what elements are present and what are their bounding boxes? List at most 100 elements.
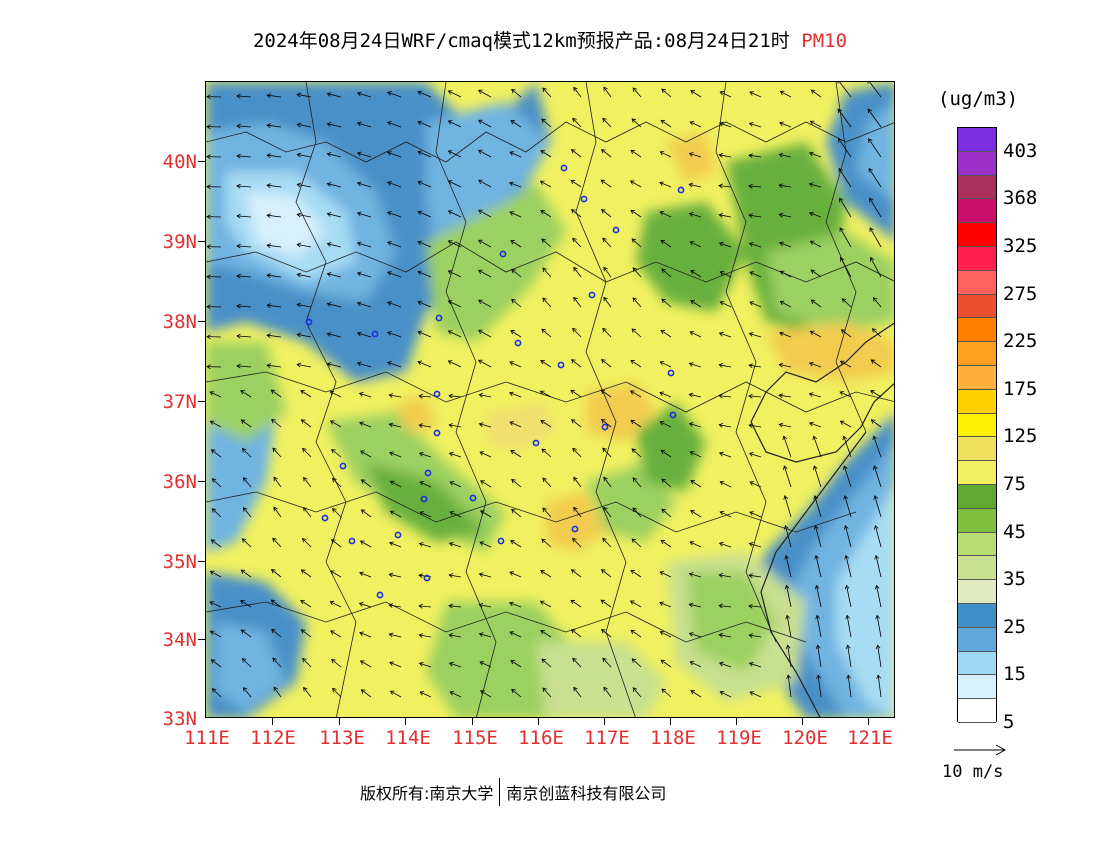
wind-vector <box>448 180 462 188</box>
wind-vector-head <box>688 602 694 608</box>
wind-vectors <box>206 82 882 698</box>
wind-vector <box>511 299 522 308</box>
wind-vector <box>573 87 582 98</box>
wind-vector <box>242 538 252 548</box>
wind-vector-head <box>779 241 784 247</box>
wind-vector <box>661 478 672 488</box>
wind-vector <box>330 420 342 428</box>
wind-vector <box>297 94 312 98</box>
wind-vector-head <box>211 688 217 693</box>
wind-vector <box>540 420 552 428</box>
wind-vector-head <box>478 299 483 304</box>
wind-vector-head <box>660 239 666 245</box>
wind-vector <box>387 151 402 158</box>
wind-vector-head <box>572 447 577 453</box>
wind-vector <box>301 419 312 428</box>
wind-vector-head <box>510 660 515 665</box>
wind-vector <box>719 364 732 368</box>
wind-vector-head <box>874 554 880 560</box>
wind-vector-head <box>600 599 606 604</box>
wind-vector-head <box>540 210 545 215</box>
wind-vector <box>813 465 822 488</box>
forecast-map[interactable] <box>205 81 895 718</box>
wind-vector-head <box>600 389 606 394</box>
wind-vector-head <box>389 541 394 547</box>
wind-vector <box>449 574 462 578</box>
wind-vector-head <box>631 328 637 333</box>
wind-vector-head <box>478 602 484 608</box>
wind-vector-head <box>602 327 607 333</box>
city-marker <box>571 525 579 533</box>
wind-vector-head <box>631 658 637 663</box>
wind-vector <box>511 479 522 488</box>
wind-vector-head <box>869 227 874 232</box>
wind-vector-head <box>570 179 576 185</box>
wind-vector <box>843 436 852 458</box>
wind-vector <box>273 477 282 488</box>
wind-vector-head <box>688 572 694 577</box>
wind-vector-head <box>296 302 302 308</box>
wind-vector-head <box>600 209 606 214</box>
wind-vector-head <box>602 657 607 663</box>
wind-vector-head <box>389 480 395 485</box>
wind-vector <box>630 149 642 158</box>
colorbar-swatch <box>958 294 996 319</box>
wind-vector-head <box>631 238 637 243</box>
wind-vector-head <box>659 211 665 216</box>
wind-vector <box>810 89 822 98</box>
lon-label-112E: 112E <box>250 727 296 749</box>
wind-vector <box>509 392 522 398</box>
wind-vector <box>327 273 342 278</box>
wind-vector <box>303 687 312 698</box>
wind-vector-head <box>539 390 545 395</box>
wind-vector-head <box>778 422 784 428</box>
wind-vector-head <box>873 495 879 500</box>
wind-vector-head <box>661 88 666 94</box>
wind-vector-head <box>843 524 849 530</box>
wind-vector <box>417 151 432 158</box>
wind-vector-head <box>478 329 483 334</box>
wind-vector <box>236 155 252 158</box>
wind-vector-head <box>541 238 546 244</box>
wind-vector-head <box>838 138 843 143</box>
wind-vector <box>331 659 342 668</box>
colorbar-swatch <box>958 484 996 509</box>
wind-vector <box>361 509 372 518</box>
wind-vector <box>449 424 462 428</box>
wind-vector-head <box>845 614 851 620</box>
wind-vector-head <box>447 360 453 365</box>
wind-vector <box>511 89 522 98</box>
wind-vector-head <box>266 333 271 339</box>
lon-label-117E: 117E <box>584 727 630 749</box>
wind-vector <box>242 448 252 458</box>
wind-vector <box>478 119 492 128</box>
wind-vector <box>630 629 642 638</box>
wind-vector <box>509 631 522 638</box>
wind-vector <box>630 180 642 188</box>
wind-vector-head <box>815 644 821 650</box>
wind-vector-head <box>749 511 755 516</box>
wind-vector-head <box>839 360 845 365</box>
wind-vector <box>603 477 612 488</box>
wind-vector-head <box>600 179 606 184</box>
wind-vector-head <box>718 603 723 609</box>
wind-vector <box>786 615 792 638</box>
wind-vector <box>630 570 642 578</box>
colorbar-swatch <box>958 556 996 581</box>
lat-tick <box>198 639 205 640</box>
wind-vector <box>838 138 852 158</box>
wind-vector <box>327 123 342 128</box>
wind-vector-head <box>748 603 753 609</box>
wind-vector-head <box>266 243 271 249</box>
wind-vector <box>749 154 762 158</box>
copyright: 版权所有: 南京大学 南京创蓝科技有限公司 <box>360 778 666 806</box>
wind-vector <box>449 511 462 518</box>
wind-vector <box>875 525 882 548</box>
wind-vector <box>478 269 492 278</box>
lon-tick <box>339 718 340 725</box>
wind-vector <box>847 675 852 698</box>
wind-vector-head <box>206 124 211 130</box>
wind-vector <box>271 419 282 428</box>
wind-vector-head <box>303 506 308 512</box>
wind-vector-head <box>542 267 547 273</box>
